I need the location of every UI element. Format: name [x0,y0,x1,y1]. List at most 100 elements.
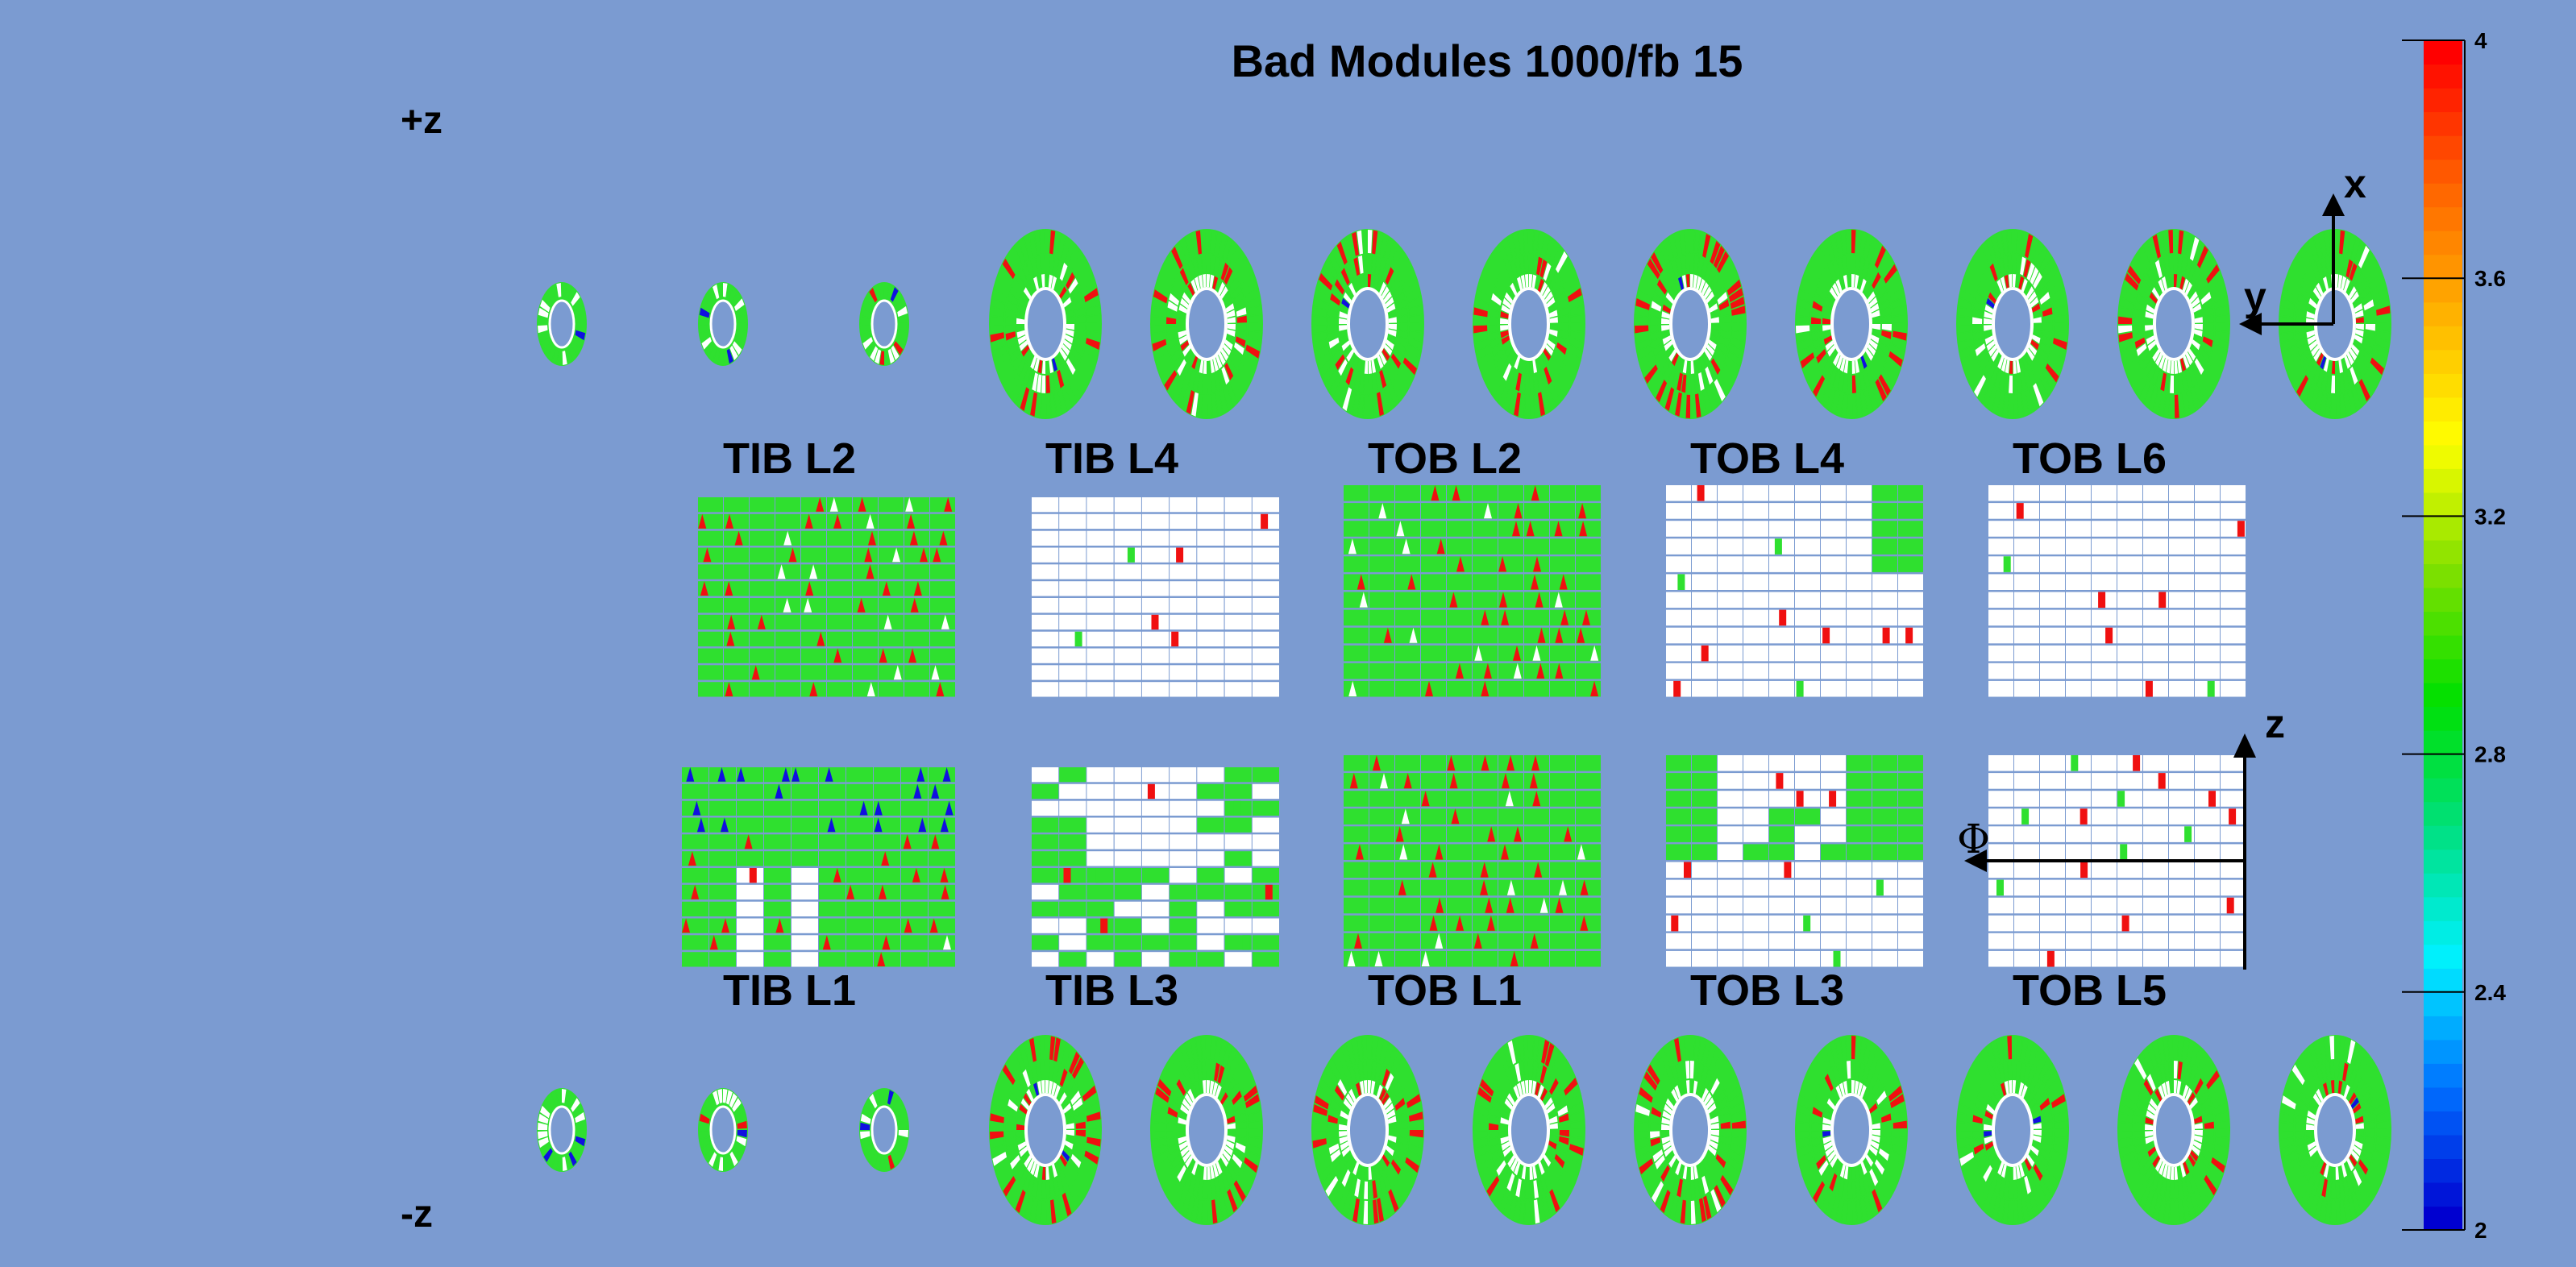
disk-module [884,351,890,365]
disk-module [1398,315,1408,323]
disk-module [1805,364,1819,384]
barrel-module-flag [1501,773,1510,789]
barrel-module [2195,503,2220,519]
disk-module [736,1136,747,1147]
disk-module [2025,1195,2034,1220]
disk-module [2200,1098,2212,1111]
disk-module [994,280,1008,297]
disk-module [1312,325,1327,334]
disk-module [1227,329,1236,337]
disk-module [1352,1198,1360,1223]
disk-module [1847,274,1851,288]
disk-module [1535,357,1541,372]
barrel-module [1086,851,1114,866]
disk-module [2038,1090,2048,1105]
disk-module [2364,307,2375,317]
barrel-module [1141,783,1170,800]
disk-module [1647,370,1661,391]
barrel-module [1576,755,1601,771]
color-scale-band [2424,920,2462,945]
barrel-module [2117,950,2142,967]
barrel-module [2014,627,2039,644]
disk-module [1065,1115,1074,1124]
disk-module [1222,1042,1232,1067]
disk-module [1313,1104,1327,1116]
disk-module [2297,1149,2308,1162]
disk-module [887,1090,894,1105]
disk-module [1381,1092,1390,1105]
barrel-module [1421,521,1446,537]
disk-module [1856,393,1863,418]
barrel-module-flag [1357,574,1365,590]
barrel-module [1473,538,1498,555]
disk-module [1690,1181,1695,1199]
disk-module [2204,368,2217,390]
disk-module [2308,1169,2318,1187]
barrel-module-flag [1374,950,1383,966]
disk-module [1035,393,1041,418]
disk-module [2154,1088,2163,1103]
disk-module [1045,1200,1051,1224]
disk-module [2030,1145,2039,1157]
disk-module [1707,297,1717,308]
disk-module [1660,272,1670,290]
disk-module [2150,1150,2158,1163]
disk-module [575,1136,586,1147]
disk-module [2351,386,2362,411]
disk-module [538,1136,549,1149]
disk-module [2360,1090,2370,1105]
disk-module [1667,263,1676,282]
disk-module [2308,237,2319,262]
barrel-module [764,868,791,883]
endcap-disk [989,229,1102,419]
disk-module [1570,1120,1585,1129]
barrel-module-flag [1486,915,1495,931]
barrel-module [1344,485,1369,501]
disk-module [2026,1092,2034,1105]
disk-module [1822,1136,1832,1144]
barrel-module [2040,556,2065,572]
disk-module [1400,264,1414,284]
barrel-module-flag [2016,503,2024,519]
barrel-module [682,834,708,850]
disk-module [1534,393,1540,418]
disk-module [575,330,586,341]
barrel-layer-map [1032,767,1279,967]
disk-module [1679,1036,1685,1061]
disk-module [2174,274,2178,288]
barrel-module [1141,547,1170,563]
disk-module [1070,285,1081,299]
disk-module [1215,392,1223,417]
disk-module [1961,352,1976,369]
barrel-module [709,851,736,866]
barrel-module [1898,933,1923,949]
disk-module [2349,1092,2357,1105]
barrel-module [1447,879,1472,896]
barrel-module [1252,817,1279,833]
disk-module [2186,234,2195,259]
disk-module [1086,305,1101,316]
barrel-module [2143,915,2168,932]
disk-module [1239,1169,1253,1189]
disk-module [996,1164,1011,1182]
barrel-module [750,497,775,513]
disk-module [2370,357,2384,376]
color-scale-band [2424,135,2462,160]
disk-module [1679,230,1685,255]
disk-module [2152,1155,2160,1168]
disk-module [1566,1157,1581,1174]
disk-module [2296,1181,2308,1203]
disk-module [2194,1130,2203,1136]
disk-module [1650,309,1660,318]
disk-module [994,1086,1008,1103]
disk-module [1881,330,1892,339]
barrel-module [1524,663,1549,679]
disk-module [1991,1040,2000,1065]
disk-module [2335,360,2340,374]
bottom-layer-labels: TIB L1 TIB L3 TOB L1 TOB L3 TOB L5 [723,966,2167,1015]
disk-module [2347,1040,2356,1065]
disk-module [1188,1176,1196,1195]
disk-module [2185,351,2193,366]
barrel-module [846,868,873,883]
disk-module [1227,1123,1236,1129]
